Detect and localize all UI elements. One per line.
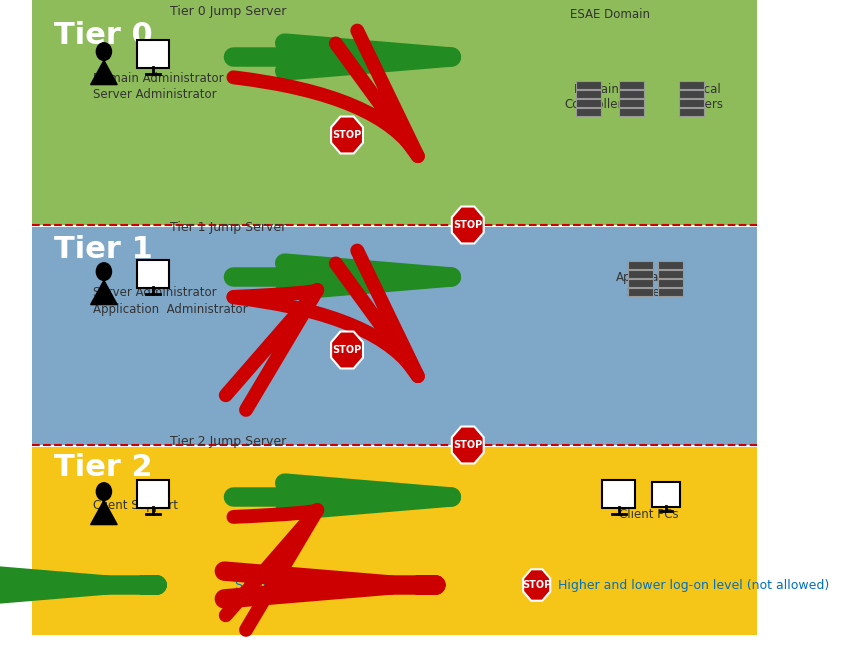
Text: STOP: STOP <box>453 220 482 230</box>
Text: STOP: STOP <box>332 345 361 355</box>
FancyBboxPatch shape <box>658 270 683 277</box>
Text: STOP: STOP <box>332 130 361 140</box>
Text: Application
Servers: Application Servers <box>615 271 682 299</box>
Polygon shape <box>452 426 484 464</box>
Text: Tier 1: Tier 1 <box>54 235 153 264</box>
FancyBboxPatch shape <box>627 270 653 277</box>
Polygon shape <box>91 501 117 524</box>
Text: Client Support: Client Support <box>93 499 178 511</box>
FancyBboxPatch shape <box>627 288 653 295</box>
Text: Higher and lower log-on level (not allowed): Higher and lower log-on level (not allow… <box>558 579 830 591</box>
FancyBboxPatch shape <box>627 279 653 286</box>
FancyBboxPatch shape <box>603 480 635 508</box>
Polygon shape <box>91 281 117 304</box>
FancyBboxPatch shape <box>137 40 169 68</box>
Text: Client PCs: Client PCs <box>619 508 678 522</box>
FancyBboxPatch shape <box>619 90 644 97</box>
FancyBboxPatch shape <box>576 99 601 106</box>
Text: ESAE Domain: ESAE Domain <box>570 8 650 21</box>
FancyBboxPatch shape <box>619 108 644 115</box>
Text: Server Administrator: Server Administrator <box>93 88 217 101</box>
Text: Critical
Servers: Critical Servers <box>678 83 723 111</box>
Text: STOP: STOP <box>522 580 552 590</box>
Circle shape <box>96 483 111 501</box>
Polygon shape <box>452 206 484 243</box>
Text: Domain Administrator: Domain Administrator <box>93 72 224 84</box>
Text: Application  Administrator: Application Administrator <box>93 303 247 315</box>
Polygon shape <box>523 570 550 600</box>
Text: STOP: STOP <box>453 440 482 450</box>
Text: Tier 2 Jump Server: Tier 2 Jump Server <box>170 435 286 448</box>
FancyBboxPatch shape <box>32 447 756 635</box>
FancyBboxPatch shape <box>137 480 169 508</box>
FancyBboxPatch shape <box>679 108 705 115</box>
Text: Tier 0 Jump Server: Tier 0 Jump Server <box>170 6 286 19</box>
FancyBboxPatch shape <box>32 227 756 445</box>
FancyBboxPatch shape <box>137 260 169 288</box>
Text: Domain
Controllers: Domain Controllers <box>564 83 629 111</box>
FancyBboxPatch shape <box>619 99 644 106</box>
Text: Tier 2: Tier 2 <box>54 453 152 482</box>
Text: Server Administrator: Server Administrator <box>93 286 217 299</box>
FancyBboxPatch shape <box>679 90 705 97</box>
FancyBboxPatch shape <box>619 81 644 88</box>
Circle shape <box>96 43 111 61</box>
FancyBboxPatch shape <box>576 90 601 97</box>
FancyBboxPatch shape <box>576 81 601 88</box>
FancyBboxPatch shape <box>658 288 683 295</box>
FancyBboxPatch shape <box>576 108 601 115</box>
Polygon shape <box>332 332 363 368</box>
FancyBboxPatch shape <box>679 81 705 88</box>
FancyBboxPatch shape <box>32 0 756 225</box>
FancyBboxPatch shape <box>627 261 653 268</box>
FancyBboxPatch shape <box>652 482 680 506</box>
FancyBboxPatch shape <box>658 261 683 268</box>
Text: Tier 0: Tier 0 <box>54 21 153 50</box>
Text: Same log-on level (allowed): Same log-on level (allowed) <box>235 579 410 591</box>
Text: Tier 1 Jump Server: Tier 1 Jump Server <box>170 221 286 233</box>
FancyBboxPatch shape <box>658 279 683 286</box>
Circle shape <box>96 263 111 281</box>
FancyBboxPatch shape <box>679 99 705 106</box>
Polygon shape <box>91 61 117 84</box>
Polygon shape <box>332 117 363 154</box>
